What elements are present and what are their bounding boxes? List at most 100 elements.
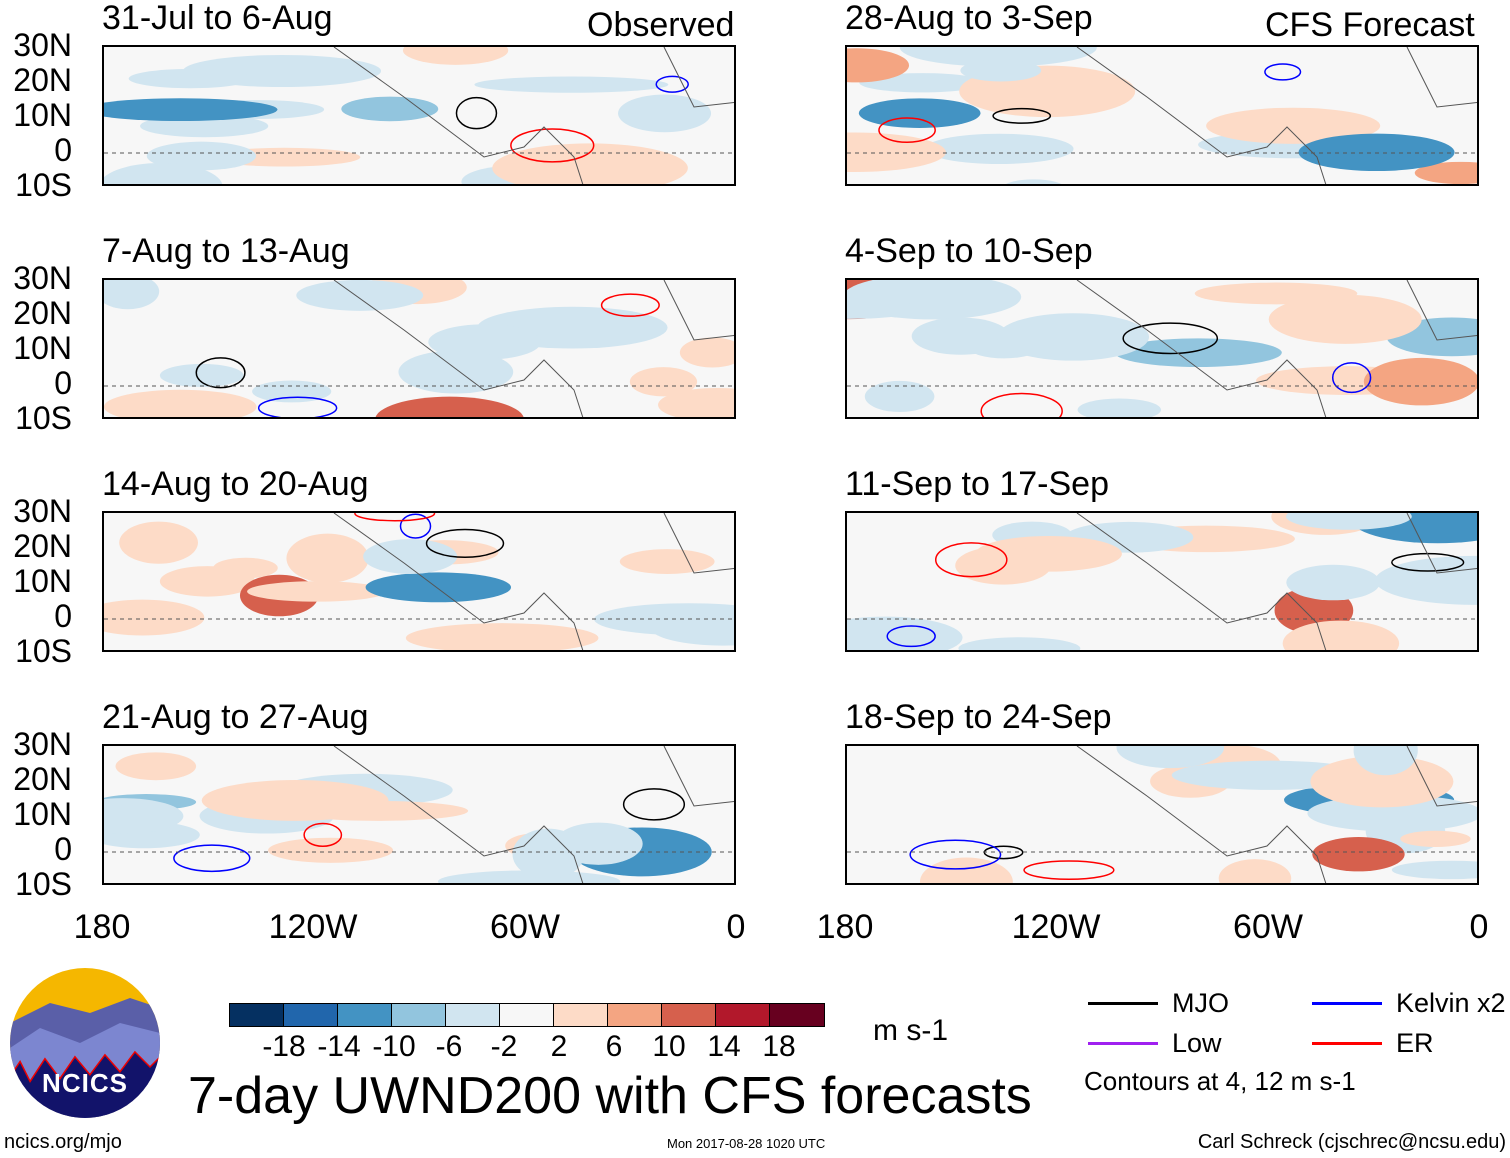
colorbar-tick-label: 2 (550, 1030, 568, 1063)
lat-tick-label: 0 (54, 598, 72, 634)
wind-anomaly-region (864, 380, 935, 412)
lon-tick-label: 120W (1011, 908, 1101, 946)
lon-tick-label: 120W (268, 908, 358, 946)
legend-label: MJO (1172, 988, 1229, 1018)
contour-line (510, 128, 595, 163)
ncics-logo: NCICS (10, 968, 160, 1118)
colorbar-swatch (338, 1004, 392, 1026)
lat-tick-label: 30N (13, 493, 72, 529)
panel-title: 14-Aug to 20-Aug (102, 465, 369, 503)
wind-anomaly-region (474, 76, 669, 93)
wind-anomaly-region (1194, 282, 1358, 305)
wind-anomaly-region (104, 389, 257, 417)
wind-anomaly-region (1312, 837, 1405, 872)
coastline (1076, 47, 1477, 184)
coastline (1076, 746, 1477, 883)
panel-title: 4-Sep to 10-Sep (845, 232, 1093, 270)
colorbar-tick-label: -2 (490, 1030, 518, 1063)
contour-line (257, 396, 338, 417)
lat-tick-label: 10S (15, 633, 72, 669)
colorbar (229, 1003, 825, 1027)
logo-text: NCICS (42, 1068, 128, 1098)
contour-line (1122, 322, 1219, 355)
wind-anomaly-region (402, 47, 509, 65)
map-panel (845, 278, 1479, 419)
wind-anomaly-region (1285, 513, 1412, 530)
lat-tick-label: 10S (15, 866, 72, 902)
lat-tick-label: 0 (54, 365, 72, 401)
legend-label: ER (1396, 1028, 1434, 1058)
colorbar-tick-label: 18 (762, 1030, 796, 1063)
wind-anomaly-region (437, 870, 621, 883)
legend-line (1088, 1042, 1158, 1045)
lon-tick-label: 60W (1233, 908, 1303, 946)
wind-anomaly-region (286, 533, 369, 583)
contour-line (934, 542, 1008, 578)
colorbar-swatch (608, 1004, 662, 1026)
coastline (333, 47, 734, 184)
contour-line (455, 96, 498, 130)
lon-tick-label: 180 (73, 908, 131, 946)
lat-tick-label: 10N (13, 330, 72, 366)
wind-anomaly-region (1298, 133, 1455, 172)
lon-tick-label: 0 (1469, 908, 1489, 946)
colorbar-tick-label: 14 (707, 1030, 741, 1063)
colorbar-tick-label: -10 (372, 1030, 416, 1063)
wind-anomaly-region (899, 47, 1097, 67)
observed-label: Observed (587, 6, 735, 44)
map-panel (102, 744, 736, 885)
wind-anomaly-region (104, 599, 205, 636)
contour-line (1331, 362, 1372, 394)
wind-anomaly-region (679, 337, 734, 368)
wind-anomaly-region (365, 572, 512, 603)
contour-line (1264, 63, 1302, 81)
lat-tick-label: 20N (13, 295, 72, 331)
wind-anomaly-region (1353, 746, 1418, 776)
panel-title: 11-Sep to 17-Sep (845, 465, 1109, 503)
wind-anomaly-region (1363, 357, 1477, 406)
colorbar-tick-label: -18 (262, 1030, 306, 1063)
panel-title: 18-Sep to 24-Sep (845, 698, 1112, 736)
contour-line (992, 107, 1052, 124)
lat-tick-label: 20N (13, 62, 72, 98)
contour-line (354, 513, 436, 522)
contour-line (600, 293, 660, 317)
coastline (333, 280, 734, 417)
contour-line (909, 839, 1002, 870)
footer-url[interactable]: ncics.org/mjo (4, 1131, 122, 1153)
wind-anomaly-region (159, 363, 244, 388)
wind-anomaly-region (847, 132, 946, 173)
wind-anomaly-region (104, 798, 184, 834)
wind-anomaly-region (104, 280, 160, 310)
wind-anomaly-region (1006, 179, 1062, 184)
wind-anomaly-region (405, 623, 599, 650)
legend-line (1312, 1042, 1382, 1045)
wind-anomaly-region (847, 48, 910, 83)
wind-anomaly-region (1077, 398, 1162, 417)
wind-anomaly-region (398, 350, 514, 394)
wind-anomaly-region (1391, 860, 1477, 880)
wind-anomaly-region (268, 837, 394, 863)
legend-line (1088, 1002, 1158, 1005)
wind-anomaly-region (363, 539, 458, 574)
colorbar-swatch (500, 1004, 554, 1026)
contour-line (878, 117, 936, 143)
wind-anomaly-region (104, 98, 278, 122)
cfs-forecast-label: CFS Forecast (1265, 6, 1475, 44)
colorbar-swatch (554, 1004, 608, 1026)
wind-anomaly-region (1116, 746, 1225, 769)
legend-label: Low (1172, 1028, 1222, 1058)
wind-anomaly-region (213, 557, 278, 579)
lat-tick-label: 30N (13, 726, 72, 762)
wind-anomaly-region (247, 581, 387, 602)
wind-anomaly-region (1114, 338, 1282, 368)
contour-line (886, 625, 936, 648)
panel-title: 28-Aug to 3-Sep (845, 0, 1093, 37)
lat-tick-label: 30N (13, 260, 72, 296)
wind-anomaly-region (1400, 830, 1471, 847)
lat-tick-label: 10N (13, 97, 72, 133)
colorbar-tick-label: -6 (435, 1030, 463, 1063)
lat-tick-label: 0 (54, 132, 72, 168)
wind-anomaly-region (1286, 564, 1381, 601)
lon-tick-label: 60W (490, 908, 560, 946)
